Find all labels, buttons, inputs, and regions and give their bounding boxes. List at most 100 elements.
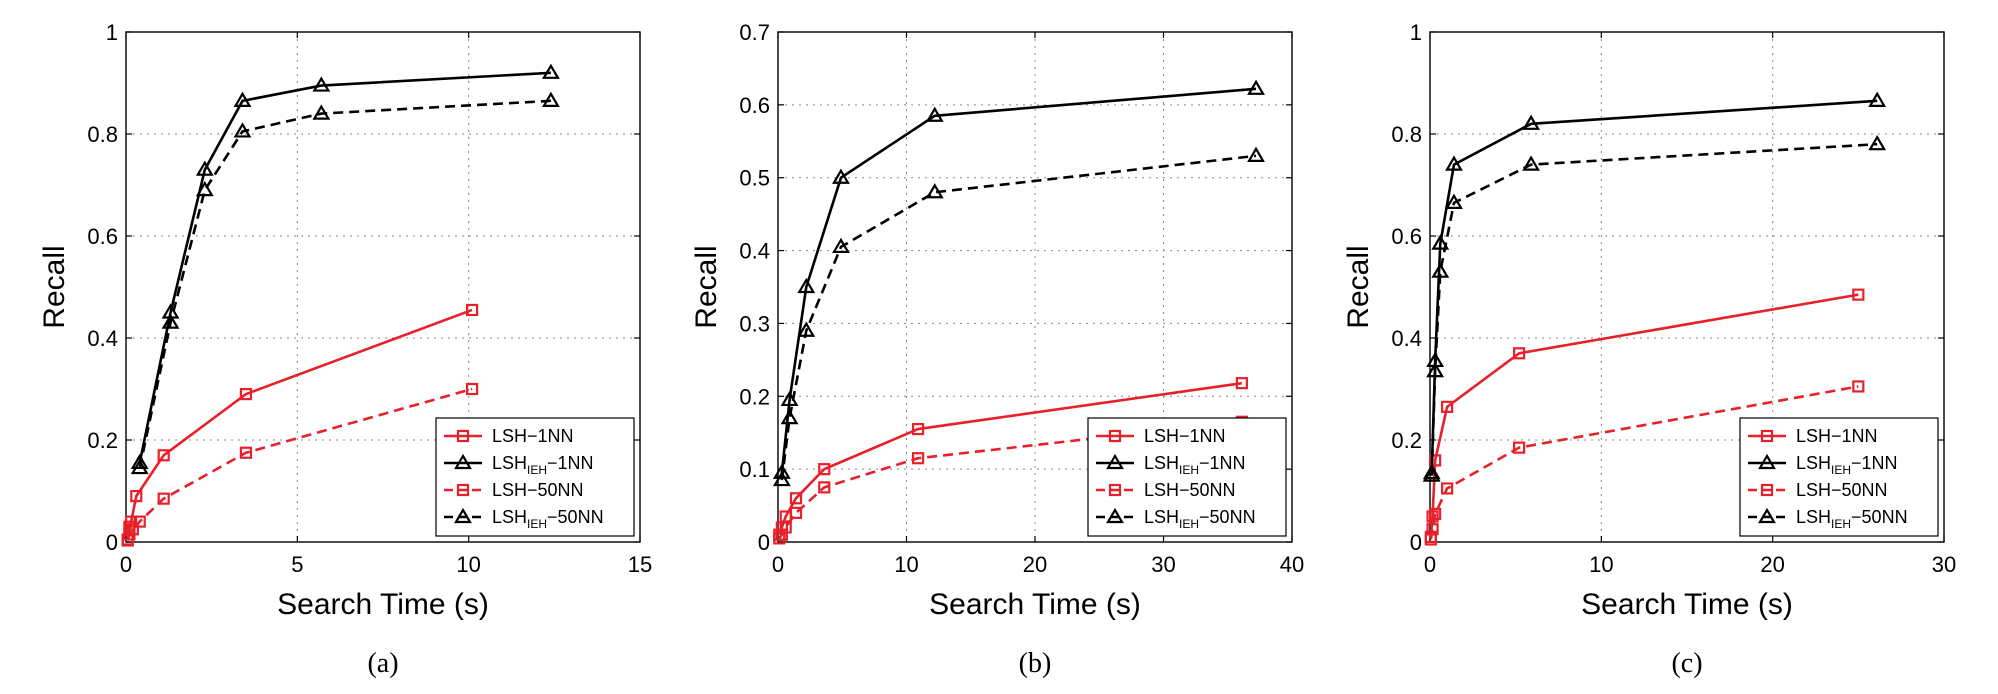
series-3 — [121, 382, 479, 547]
legend-marker — [1760, 483, 1774, 497]
data-point — [1852, 288, 1865, 301]
data-point — [1852, 380, 1865, 393]
x-axis-label: Search Time (s) — [277, 588, 489, 621]
legend-marker — [1108, 483, 1122, 497]
x-tick-label: 40 — [1280, 552, 1304, 577]
data-point — [779, 521, 792, 534]
data-point — [1512, 441, 1526, 454]
x-tick-label: 20 — [1023, 552, 1047, 577]
data-point — [133, 515, 146, 528]
y-axis-label: Recall — [690, 245, 723, 328]
data-point — [1247, 146, 1265, 162]
legend-label: LSHIEH−1NN — [492, 453, 594, 477]
series-3 — [1424, 380, 1865, 546]
data-point — [832, 237, 850, 254]
y-tick-label: 0.8 — [1391, 122, 1422, 147]
y-tick-label: 0.4 — [739, 239, 770, 264]
data-point — [1235, 377, 1248, 390]
data-point — [775, 528, 788, 541]
series-line — [778, 420, 1243, 540]
data-point — [312, 104, 331, 120]
data-point — [925, 183, 944, 199]
data-point — [239, 446, 253, 459]
series-4 — [130, 91, 560, 475]
data-point — [1247, 79, 1265, 95]
legend-label: LSHIEH−50NN — [492, 507, 604, 531]
data-point — [161, 313, 180, 329]
legend-marker — [1758, 507, 1776, 524]
data-point — [1868, 135, 1887, 151]
x-tick-label: 0 — [772, 552, 784, 577]
legend-marker — [1106, 453, 1124, 470]
legend-label: LSH−50NN — [1144, 480, 1236, 500]
legend-marker — [1106, 507, 1124, 524]
y-tick-label: 0.2 — [739, 384, 770, 409]
data-point — [797, 277, 816, 294]
data-point — [773, 532, 786, 545]
legend-label: LSH−1NN — [492, 426, 574, 446]
y-tick-label: 1 — [106, 20, 118, 45]
axes-frame — [1429, 31, 1945, 543]
legend-label: LSH−50NN — [492, 480, 584, 500]
y-tick-label: 0.2 — [87, 428, 118, 453]
data-point — [911, 422, 925, 436]
data-point — [1422, 466, 1441, 482]
y-tick-label: 0.1 — [739, 457, 770, 482]
axes-frame — [777, 31, 1293, 543]
y-axis-label: Recall — [38, 245, 71, 328]
data-point — [541, 63, 560, 79]
y-tick-label: 0.8 — [87, 122, 118, 147]
legend-label: LSH−50NN — [1796, 480, 1888, 500]
data-point — [1512, 347, 1526, 360]
series-line — [780, 154, 1257, 481]
panel-caption: (b) — [1019, 648, 1052, 679]
data-point — [157, 449, 170, 462]
x-tick-label: 15 — [628, 552, 652, 577]
data-point — [1445, 193, 1463, 209]
chart-panel-3: 0 10 20 30 0 0.2 0.4 0.6 0.8 1 Search Time (s) Reca… — [1342, 20, 1956, 679]
y-tick-label: 0.6 — [1391, 224, 1422, 249]
legend-marker — [456, 483, 470, 497]
x-tick-label: 5 — [291, 552, 303, 577]
x-tick-label: 30 — [1151, 552, 1175, 577]
y-tick-label: 1 — [1410, 20, 1422, 45]
legend-marker — [456, 429, 470, 443]
data-point — [1426, 361, 1445, 378]
data-point — [130, 490, 143, 503]
data-point — [465, 382, 479, 396]
data-point — [1445, 155, 1463, 171]
data-point — [772, 470, 791, 487]
data-point — [233, 91, 252, 107]
series-4 — [1422, 135, 1887, 482]
legend-label: LSH−1NN — [1144, 426, 1226, 446]
data-point — [126, 523, 139, 536]
series-line — [138, 71, 551, 464]
data-point — [121, 534, 134, 547]
data-point — [1431, 234, 1450, 250]
data-point — [1426, 523, 1439, 536]
data-point — [911, 452, 925, 465]
y-tick-label: 0 — [1410, 530, 1422, 555]
data-point — [832, 168, 850, 184]
y-tick-label: 0 — [758, 530, 770, 555]
legend-marker — [1760, 429, 1774, 443]
y-tick-label: 0.3 — [739, 311, 770, 336]
data-point — [465, 303, 479, 317]
x-tick-label: 10 — [1589, 552, 1613, 577]
data-point — [1441, 482, 1454, 495]
legend-label: LSHIEH−1NN — [1144, 453, 1246, 477]
data-point — [130, 458, 149, 475]
x-tick-label: 10 — [894, 552, 918, 577]
legend-marker — [1758, 453, 1776, 470]
data-point — [1431, 262, 1450, 278]
data-point — [1429, 454, 1442, 467]
chart-panel-2: 0 10 20 30 40 0 0.1 0.2 0.3 0.4 0.5 0.6 0.7 Search Ti… — [690, 20, 1304, 679]
x-axis-label: Search Time (s) — [929, 588, 1141, 621]
y-tick-label: 0 — [106, 530, 118, 555]
x-tick-label: 0 — [1424, 552, 1436, 577]
x-tick-label: 30 — [1932, 552, 1956, 577]
data-point — [789, 492, 803, 505]
data-point — [195, 180, 214, 197]
data-point — [1429, 507, 1442, 521]
